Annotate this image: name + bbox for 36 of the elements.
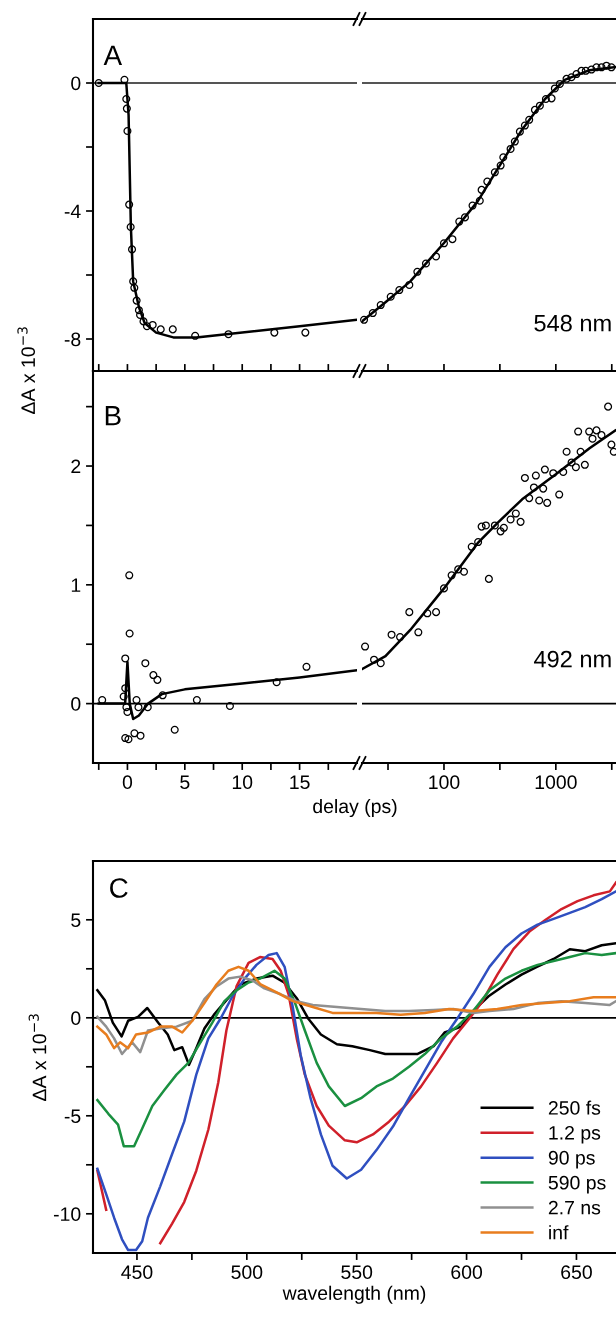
annotation: A <box>103 45 123 65</box>
y-axis-title: ΔA x 10$^{−3}$ <box>28 1014 47 1101</box>
x-tick-label: 15 <box>290 775 310 790</box>
y-tick-label: -4 <box>64 204 81 219</box>
y-tick-label: 0 <box>71 697 81 711</box>
y-tick-label: 0 <box>71 76 81 91</box>
y-tick-label: -8 <box>64 332 81 347</box>
x-tick-label: 100 <box>429 775 460 790</box>
x-tick-label: 0 <box>122 775 133 790</box>
annotation: 548 nm <box>534 314 611 332</box>
legend-label: 250 fs <box>548 1100 601 1115</box>
legend-label: 1.2 ps <box>549 1125 601 1144</box>
y-tick-label: 5 <box>71 913 81 928</box>
y-tick-label: -10 <box>53 1207 81 1222</box>
x-axis-title: delay (ps) <box>313 798 397 818</box>
x-tick-label: 650 <box>561 1265 592 1280</box>
legend-label: 2.7 ns <box>548 1200 601 1215</box>
x-tick-label: 5 <box>180 775 190 790</box>
y-tick-label: 0 <box>71 1011 81 1026</box>
annotation: 492 nm <box>533 650 611 668</box>
y-tick-label: -5 <box>64 1109 81 1124</box>
x-tick-label: 10 <box>232 775 253 790</box>
y-axis-title: ΔA x 10$^{−3}$ <box>17 327 36 414</box>
x-tick-label: 450 <box>121 1265 153 1280</box>
legend-label: 90 ps <box>548 1150 595 1169</box>
y-tick-label: 2 <box>71 459 81 474</box>
y-tick-label: 1 <box>71 578 81 592</box>
x-tick-label: 1000 <box>535 775 577 790</box>
legend-label: inf <box>549 1225 569 1240</box>
annotation: C <box>110 878 128 898</box>
x-tick-label: 500 <box>231 1265 263 1280</box>
x-axis-title: wavelength (nm) <box>282 1285 426 1304</box>
annotation: B <box>105 406 121 426</box>
legend-label: 590 ps <box>548 1175 606 1194</box>
x-tick-label: 600 <box>451 1265 483 1280</box>
x-tick-label: 550 <box>341 1265 373 1280</box>
